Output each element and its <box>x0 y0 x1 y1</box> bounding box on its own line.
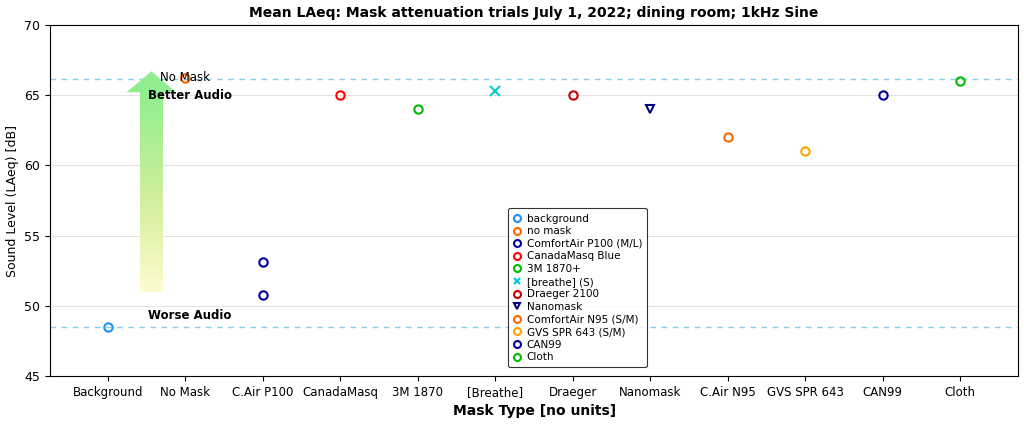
Bar <box>139 207 163 209</box>
Bar <box>139 215 163 217</box>
Bar <box>139 197 163 200</box>
Polygon shape <box>127 71 176 92</box>
Bar <box>139 145 163 147</box>
Bar <box>139 98 163 100</box>
Bar <box>139 237 163 240</box>
Bar <box>139 190 163 192</box>
Bar <box>139 249 163 252</box>
Bar <box>139 175 163 177</box>
Bar <box>139 120 163 122</box>
Bar <box>139 125 163 127</box>
Bar <box>139 222 163 225</box>
Bar <box>139 285 163 287</box>
Bar <box>139 252 163 254</box>
Bar <box>139 267 163 269</box>
Bar <box>139 212 163 215</box>
Bar <box>139 277 163 279</box>
Bar <box>139 95 163 98</box>
Bar <box>139 167 163 170</box>
Bar <box>139 162 163 165</box>
Bar <box>139 240 163 242</box>
Bar <box>139 122 163 125</box>
Bar <box>139 242 163 245</box>
Bar <box>139 282 163 285</box>
Bar <box>139 107 163 110</box>
Bar <box>139 202 163 204</box>
Bar <box>139 135 163 137</box>
Bar <box>139 209 163 212</box>
Text: Better Audio: Better Audio <box>148 89 232 102</box>
Bar <box>139 102 163 105</box>
Bar <box>139 204 163 207</box>
Bar <box>139 132 163 135</box>
Title: Mean LAeq: Mask attenuation trials July 1, 2022; dining room; 1kHz Sine: Mean LAeq: Mask attenuation trials July … <box>250 6 819 20</box>
Bar <box>139 155 163 157</box>
Bar <box>139 152 163 155</box>
Bar <box>139 140 163 142</box>
Bar <box>139 182 163 184</box>
Bar <box>139 274 163 277</box>
Bar <box>139 117 163 120</box>
Bar <box>139 287 163 289</box>
Bar <box>139 142 163 145</box>
Bar <box>139 184 163 187</box>
Bar <box>139 170 163 172</box>
Bar <box>139 227 163 229</box>
Bar <box>139 115 163 117</box>
Bar <box>139 262 163 265</box>
Bar <box>139 165 163 167</box>
Bar <box>139 245 163 247</box>
Bar <box>139 137 163 140</box>
Bar <box>139 200 163 202</box>
Bar <box>139 187 163 190</box>
Bar <box>139 160 163 162</box>
Bar <box>139 289 163 292</box>
Text: Worse Audio: Worse Audio <box>148 309 231 322</box>
Bar <box>139 105 163 107</box>
Bar <box>139 110 163 112</box>
Bar <box>139 234 163 237</box>
Bar <box>139 225 163 227</box>
Bar <box>139 100 163 102</box>
Bar <box>139 254 163 257</box>
Bar <box>139 220 163 222</box>
Bar <box>139 180 163 182</box>
Bar <box>139 217 163 220</box>
Bar <box>139 259 163 262</box>
Bar <box>139 229 163 232</box>
Bar <box>139 172 163 175</box>
Bar <box>139 150 163 152</box>
Bar <box>139 157 163 160</box>
Bar <box>139 279 163 282</box>
X-axis label: Mask Type [no units]: Mask Type [no units] <box>453 404 615 418</box>
Bar <box>139 247 163 249</box>
Bar <box>139 257 163 259</box>
Bar <box>139 269 163 272</box>
Bar <box>139 92 163 95</box>
Bar <box>139 127 163 130</box>
Bar <box>139 195 163 197</box>
Bar <box>139 192 163 195</box>
Bar <box>139 112 163 115</box>
Y-axis label: Sound Level (LAeq) [dB]: Sound Level (LAeq) [dB] <box>5 125 18 276</box>
Bar <box>139 177 163 180</box>
Bar <box>139 130 163 132</box>
Bar <box>139 147 163 150</box>
Legend: background, no mask, ComfortAir P100 (M/L), CanadaMasq Blue, 3M 1870+, [breathe]: background, no mask, ComfortAir P100 (M/… <box>508 208 647 368</box>
Text: No Mask: No Mask <box>161 71 211 84</box>
Bar <box>139 232 163 234</box>
Bar <box>139 272 163 274</box>
Bar <box>139 265 163 267</box>
